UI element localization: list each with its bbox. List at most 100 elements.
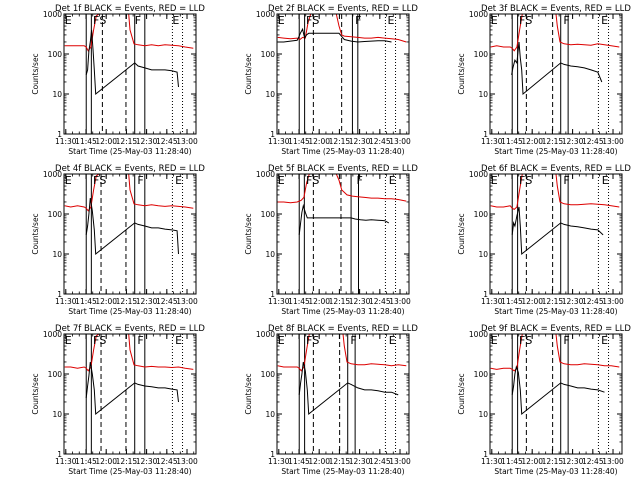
events-series-line <box>511 365 605 415</box>
lld-series-line <box>64 14 194 52</box>
lld-series-line <box>277 334 407 372</box>
x-tick-label: 12:15 <box>116 457 138 466</box>
y-tick-label: 10 <box>52 250 62 259</box>
y-tick-label: 1 <box>483 450 488 459</box>
y-axis-label: Counts/sec <box>31 213 40 254</box>
marker-letter: E <box>65 174 72 187</box>
x-tick-label: 12:30 <box>562 457 584 466</box>
x-tick-label: 12:00 <box>95 137 117 146</box>
x-tick-label: 11:45 <box>501 297 523 306</box>
panel-frame <box>276 333 410 455</box>
marker-letter: E <box>601 14 608 27</box>
lld-series-line <box>490 14 620 52</box>
marker-letter: F <box>137 334 143 347</box>
panel-title: Det 8f BLACK = Events, RED = LLD <box>268 324 418 334</box>
marker-letter: S <box>312 334 319 347</box>
x-tick-label: 13:00 <box>602 457 624 466</box>
x-tick-label: 12:15 <box>542 297 564 306</box>
panel-8: Det 8f BLACK = Events, RED = LLD 1 10 100 10… <box>244 324 418 476</box>
y-axis-label: Counts/sec <box>31 53 40 94</box>
panel-frame <box>489 13 623 135</box>
y-tick-label: 1000 <box>256 10 275 19</box>
y-tick-label: 1 <box>270 450 275 459</box>
marker-letter: F <box>356 174 362 187</box>
x-tick-label: 11:45 <box>288 137 310 146</box>
events-series-line <box>298 361 399 415</box>
x-tick-label: 12:15 <box>329 297 351 306</box>
y-tick-label: 10 <box>478 410 488 419</box>
x-tick-label: 11:45 <box>75 137 97 146</box>
marker-letter: F <box>306 174 312 187</box>
marker-letter: E <box>389 174 396 187</box>
y-tick-label: 1000 <box>43 330 62 339</box>
x-tick-label: 13:00 <box>176 297 198 306</box>
x-tick-label: 12:30 <box>562 297 584 306</box>
y-tick-label: 100 <box>48 50 63 59</box>
x-tick-label: 12:45 <box>156 457 178 466</box>
marker-letter: E <box>175 334 182 347</box>
y-tick-label: 1 <box>57 450 62 459</box>
marker-letter: E <box>65 14 72 27</box>
marker-letter: E <box>389 334 396 347</box>
x-tick-label: 12:30 <box>136 457 158 466</box>
marker-letter: E <box>491 334 498 347</box>
x-tick-label: 11:45 <box>288 297 310 306</box>
marker-letter: F <box>93 14 99 27</box>
x-tick-label: 13:00 <box>602 137 624 146</box>
lld-series-line <box>64 174 194 212</box>
y-tick-label: 100 <box>261 370 276 379</box>
panel-plot-area <box>490 174 620 294</box>
x-axis-label: Start Time (25-May-03 11:28:40) <box>494 467 617 476</box>
events-series-line <box>511 206 604 255</box>
panel-frame <box>489 333 623 455</box>
x-tick-label: 11:45 <box>75 297 97 306</box>
marker-letter: F <box>306 14 312 27</box>
events-series-line <box>277 27 392 43</box>
marker-letter: E <box>278 174 285 187</box>
panel-frame <box>276 13 410 135</box>
panel-5: Det 5f BLACK = Events, RED = LLD 1 10 100 10… <box>244 164 418 316</box>
x-axis-label: Start Time (25-May-03 11:28:40) <box>281 307 404 316</box>
x-tick-label: 12:00 <box>308 457 330 466</box>
y-tick-label: 1000 <box>43 10 62 19</box>
y-tick-label: 10 <box>478 90 488 99</box>
x-tick-label: 12:45 <box>369 297 391 306</box>
x-tick-label: 11:30 <box>268 137 290 146</box>
y-tick-label: 100 <box>474 50 489 59</box>
x-tick-label: 12:15 <box>542 137 564 146</box>
x-tick-label: 12:30 <box>349 297 371 306</box>
y-axis-label: Counts/sec <box>244 373 253 414</box>
y-axis-label: Counts/sec <box>457 53 466 94</box>
panel-title: Det 7f BLACK = Events, RED = LLD <box>55 324 205 334</box>
marker-letter: E <box>602 174 609 187</box>
y-tick-label: 100 <box>261 210 276 219</box>
marker-letter: S <box>525 14 532 27</box>
events-series-line <box>511 41 603 96</box>
x-tick-label: 11:30 <box>55 297 77 306</box>
x-tick-label: 11:30 <box>268 297 290 306</box>
panel-plot-area <box>490 334 620 454</box>
lld-series-line <box>490 334 620 372</box>
x-tick-label: 12:15 <box>329 457 351 466</box>
marker-letter: E <box>278 14 285 27</box>
x-tick-label: 12:45 <box>582 297 604 306</box>
panel-plot-area <box>277 174 407 294</box>
x-tick-label: 12:30 <box>349 457 371 466</box>
marker-letter: S <box>99 174 106 187</box>
x-tick-label: 12:45 <box>369 457 391 466</box>
y-tick-label: 1 <box>483 290 488 299</box>
y-tick-label: 1000 <box>469 330 488 339</box>
panel-plot-area <box>64 334 194 454</box>
x-tick-label: 13:00 <box>389 137 411 146</box>
y-tick-label: 100 <box>261 50 276 59</box>
panel-3: Det 3f BLACK = Events, RED = LLD 1 10 100 10… <box>457 4 631 156</box>
events-series-line <box>85 198 179 255</box>
x-tick-label: 12:15 <box>116 137 138 146</box>
x-tick-label: 12:00 <box>95 457 117 466</box>
panel-frame <box>63 333 197 455</box>
events-series-line <box>298 203 390 235</box>
x-tick-label: 12:30 <box>349 137 371 146</box>
x-tick-label: 11:45 <box>288 457 310 466</box>
x-tick-label: 12:30 <box>562 137 584 146</box>
